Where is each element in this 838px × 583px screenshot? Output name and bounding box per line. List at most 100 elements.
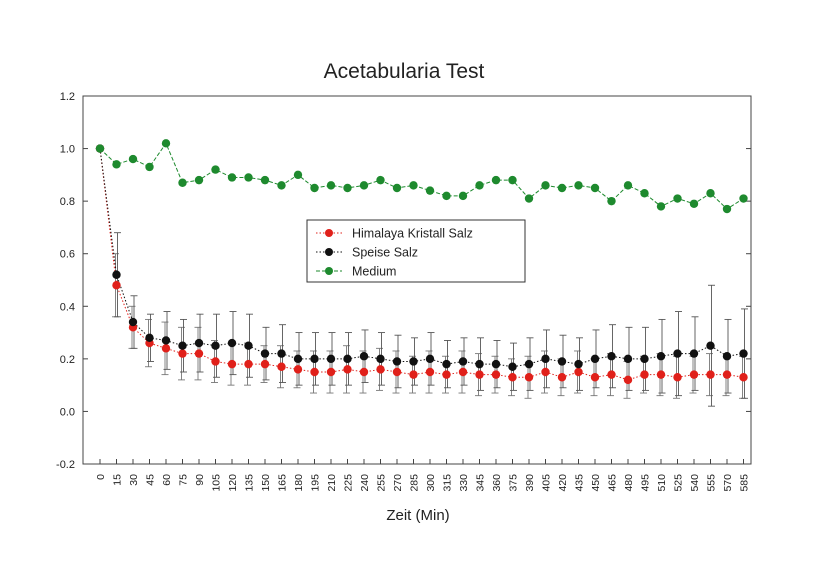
data-point	[722, 204, 732, 214]
x-tick-label: 165	[277, 474, 289, 492]
data-point	[425, 367, 435, 377]
data-point	[326, 354, 336, 364]
data-point	[739, 373, 748, 382]
x-tick-label: 435	[574, 474, 586, 492]
data-point	[260, 175, 270, 185]
x-tick-label: 315	[442, 474, 454, 492]
data-point	[590, 183, 600, 193]
data-point	[376, 354, 385, 364]
data-point	[359, 181, 369, 190]
legend: Himalaya Kristall Salz Speise Salz Medium	[306, 219, 526, 283]
data-point	[194, 175, 204, 185]
data-point	[557, 357, 567, 366]
data-point	[739, 194, 748, 203]
data-point	[425, 354, 435, 364]
x-tick-label: 405	[541, 474, 553, 492]
data-point	[475, 370, 484, 379]
x-tick-label: 330	[458, 474, 470, 492]
data-point	[541, 181, 550, 190]
data-point	[442, 191, 451, 201]
y-axis: -0.2 0.0 0.2 0.4 0.6 0.8 1.0 1.2	[56, 91, 751, 471]
data-point	[706, 189, 715, 198]
data-point	[656, 202, 666, 211]
data-point	[244, 341, 253, 350]
data-point	[607, 196, 616, 206]
data-point	[178, 178, 187, 187]
data-point	[524, 359, 534, 369]
x-tick-label: 195	[310, 474, 322, 492]
legend-label: Speise Salz	[352, 246, 418, 260]
y-tick-label: 0.0	[60, 406, 75, 418]
data-point	[326, 367, 336, 377]
data-point	[178, 341, 187, 350]
data-point	[722, 370, 732, 379]
series-line	[99, 148, 744, 381]
data-point	[425, 186, 435, 195]
x-axis-label: Zeit (Min)	[386, 507, 449, 524]
legend-label: Himalaya Kristall Salz	[352, 227, 473, 241]
x-tick-label: 135	[244, 474, 256, 492]
data-point	[508, 175, 517, 185]
data-point	[376, 175, 385, 185]
data-point	[673, 194, 682, 203]
x-tick-label: 360	[491, 474, 503, 492]
data-point	[623, 375, 633, 385]
series-line	[99, 142, 744, 210]
data-point	[524, 373, 534, 382]
data-point	[491, 175, 501, 185]
data-point	[409, 370, 418, 379]
data-point	[343, 183, 352, 193]
data-point	[656, 352, 666, 361]
data-point	[343, 365, 352, 374]
x-tick-label: 300	[425, 474, 437, 492]
data-point	[128, 154, 138, 164]
data-point	[689, 370, 699, 379]
x-tick-label: 150	[260, 474, 272, 492]
data-point	[260, 359, 270, 369]
x-tick-label: 540	[689, 474, 701, 492]
x-tick-label: 180	[293, 474, 305, 492]
data-point	[112, 281, 121, 290]
data-point	[574, 359, 583, 369]
x-tick-label: 255	[376, 474, 388, 492]
data-point	[310, 354, 319, 364]
data-point	[392, 183, 402, 193]
data-point	[343, 354, 352, 364]
data-point	[244, 173, 253, 182]
data-point	[277, 362, 286, 371]
x-tick-label: 225	[343, 474, 355, 492]
data-point	[607, 352, 616, 361]
x-tick-label: 420	[557, 474, 569, 492]
data-point	[590, 373, 600, 382]
data-point	[607, 370, 616, 379]
data-point	[557, 183, 567, 193]
data-point	[359, 352, 369, 361]
data-point	[673, 349, 682, 358]
data-point	[392, 367, 402, 377]
x-tick-label: 345	[475, 474, 487, 492]
data-point	[458, 191, 468, 201]
data-point	[128, 317, 138, 327]
data-point	[409, 357, 418, 366]
x-tick-label: 450	[590, 474, 602, 492]
data-point	[524, 194, 534, 203]
data-point	[293, 354, 303, 364]
data-point	[227, 338, 237, 348]
x-tick-label: 30	[128, 474, 140, 486]
data-point	[227, 359, 237, 369]
data-point	[277, 181, 286, 190]
x-tick-label: 375	[508, 474, 520, 492]
data-point	[310, 367, 319, 377]
x-tick-label: 120	[227, 474, 239, 492]
data-point	[211, 357, 220, 366]
data-point	[326, 181, 336, 190]
data-point	[359, 367, 369, 377]
x-tick-label: 0	[95, 474, 107, 480]
y-tick-label: 0.4	[60, 301, 75, 313]
data-point	[161, 336, 171, 345]
data-point	[227, 173, 237, 182]
data-point	[640, 189, 649, 198]
data-point	[161, 139, 171, 148]
data-point	[161, 344, 171, 353]
